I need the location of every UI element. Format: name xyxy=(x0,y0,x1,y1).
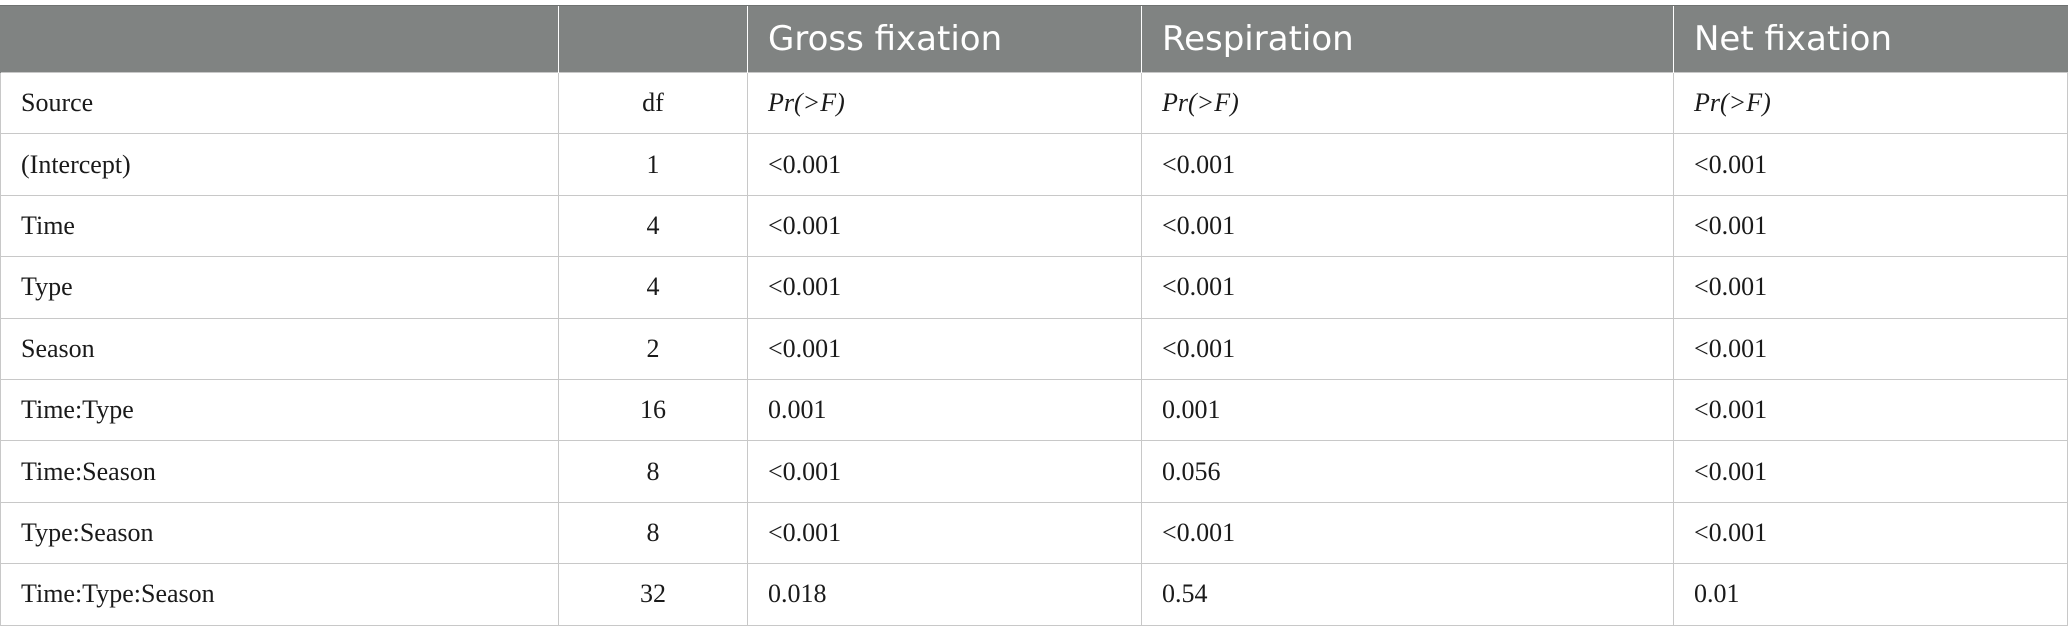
net-fixation-cell: <0.001 xyxy=(1673,317,2068,380)
source-cell: Time:Type xyxy=(0,378,559,442)
df-cell: 1 xyxy=(558,133,748,196)
table-row: Time:Type 16 0.001 0.001 <0.001 xyxy=(0,378,2068,442)
gross-fixation-cell: <0.001 xyxy=(747,133,1142,196)
gross-fixation-cell: <0.001 xyxy=(747,440,1142,503)
df-cell: 4 xyxy=(558,256,748,319)
anova-table-container: Gross fixation Respiration Net fixation … xyxy=(0,5,2068,626)
table-row: Season 2 <0.001 <0.001 <0.001 xyxy=(0,317,2068,380)
subheader-gross-pr: Pr(>F) xyxy=(747,71,1142,135)
table-row: Time:Type:Season 32 0.018 0.54 0.01 xyxy=(0,563,2068,626)
gross-fixation-cell: <0.001 xyxy=(747,317,1142,380)
source-cell: Type:Season xyxy=(0,501,559,565)
subheader-source: Source xyxy=(0,71,559,135)
gross-fixation-cell: <0.001 xyxy=(747,194,1142,258)
respiration-cell: 0.54 xyxy=(1141,563,1674,626)
gross-fixation-cell: <0.001 xyxy=(747,256,1142,319)
header-cell-source xyxy=(0,5,559,73)
respiration-cell: <0.001 xyxy=(1141,133,1674,196)
df-cell: 16 xyxy=(558,378,748,442)
respiration-cell: 0.001 xyxy=(1141,378,1674,442)
net-fixation-cell: <0.001 xyxy=(1673,440,2068,503)
respiration-cell: 0.056 xyxy=(1141,440,1674,503)
table-header: Gross fixation Respiration Net fixation xyxy=(0,5,2068,73)
source-cell: (Intercept) xyxy=(0,133,559,196)
subheader-net-pr: Pr(>F) xyxy=(1673,71,2068,135)
subheader-row: Source df Pr(>F) Pr(>F) Pr(>F) xyxy=(0,71,2068,135)
respiration-cell: <0.001 xyxy=(1141,317,1674,380)
source-cell: Time:Type:Season xyxy=(0,563,559,626)
table-row: Time 4 <0.001 <0.001 <0.001 xyxy=(0,194,2068,258)
respiration-cell: <0.001 xyxy=(1141,194,1674,258)
net-fixation-cell: <0.001 xyxy=(1673,256,2068,319)
df-cell: 2 xyxy=(558,317,748,380)
subheader-df: df xyxy=(558,71,748,135)
source-cell: Season xyxy=(0,317,559,380)
header-cell-gross-fixation: Gross fixation xyxy=(747,5,1142,73)
df-cell: 8 xyxy=(558,440,748,503)
header-cell-net-fixation: Net fixation xyxy=(1673,5,2068,73)
anova-table: Gross fixation Respiration Net fixation … xyxy=(0,5,2068,626)
respiration-cell: <0.001 xyxy=(1141,256,1674,319)
df-cell: 4 xyxy=(558,194,748,258)
header-row: Gross fixation Respiration Net fixation xyxy=(0,5,2068,73)
table-row: Type 4 <0.001 <0.001 <0.001 xyxy=(0,256,2068,319)
table-body: Source df Pr(>F) Pr(>F) Pr(>F) (Intercep… xyxy=(0,71,2068,626)
net-fixation-cell: <0.001 xyxy=(1673,501,2068,565)
table-row: Time:Season 8 <0.001 0.056 <0.001 xyxy=(0,440,2068,503)
net-fixation-cell: <0.001 xyxy=(1673,378,2068,442)
gross-fixation-cell: <0.001 xyxy=(747,501,1142,565)
net-fixation-cell: 0.01 xyxy=(1673,563,2068,626)
table-row: (Intercept) 1 <0.001 <0.001 <0.001 xyxy=(0,133,2068,196)
source-cell: Type xyxy=(0,256,559,319)
net-fixation-cell: <0.001 xyxy=(1673,133,2068,196)
header-cell-df xyxy=(558,5,748,73)
header-cell-respiration: Respiration xyxy=(1141,5,1674,73)
net-fixation-cell: <0.001 xyxy=(1673,194,2068,258)
subheader-respiration-pr: Pr(>F) xyxy=(1141,71,1674,135)
source-cell: Time xyxy=(0,194,559,258)
df-cell: 32 xyxy=(558,563,748,626)
gross-fixation-cell: 0.001 xyxy=(747,378,1142,442)
gross-fixation-cell: 0.018 xyxy=(747,563,1142,626)
source-cell: Time:Season xyxy=(0,440,559,503)
table-row: Type:Season 8 <0.001 <0.001 <0.001 xyxy=(0,501,2068,565)
respiration-cell: <0.001 xyxy=(1141,501,1674,565)
df-cell: 8 xyxy=(558,501,748,565)
